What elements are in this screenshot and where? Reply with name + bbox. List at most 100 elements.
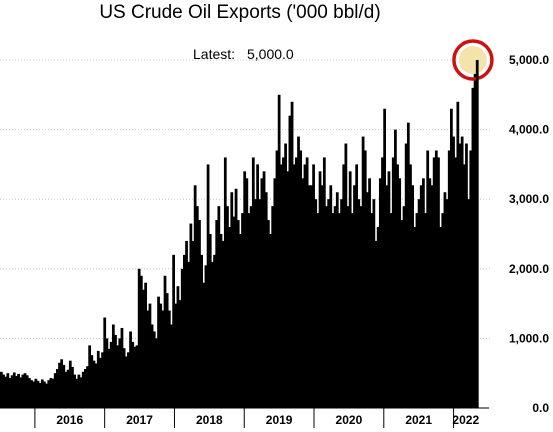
bar <box>219 234 223 408</box>
bar <box>404 143 408 408</box>
latest-value: 5,000.0 <box>247 46 294 62</box>
bar <box>456 101 460 408</box>
bar <box>150 324 154 408</box>
bar <box>471 87 475 408</box>
bar <box>101 352 104 408</box>
bar <box>228 227 231 408</box>
bar <box>191 240 195 408</box>
bar <box>264 192 268 408</box>
bar <box>452 136 455 408</box>
bar <box>251 157 255 408</box>
bar <box>260 178 264 408</box>
bar <box>49 378 53 408</box>
bar <box>241 213 244 408</box>
bar <box>183 254 186 408</box>
bar <box>71 366 74 408</box>
bar <box>96 350 100 408</box>
bar <box>258 199 262 408</box>
bar <box>152 331 156 408</box>
bar <box>318 171 322 408</box>
bar <box>157 296 160 408</box>
bar <box>413 227 417 408</box>
bar <box>103 317 107 408</box>
latest-highlight-circle <box>452 39 494 408</box>
highlight-fill <box>458 46 487 74</box>
bar <box>105 338 109 408</box>
bar <box>131 341 135 408</box>
bar <box>94 363 98 408</box>
bar <box>381 157 384 408</box>
bar <box>221 240 225 408</box>
bar <box>195 206 199 408</box>
bar <box>266 220 270 408</box>
bar <box>217 206 221 408</box>
bar <box>148 303 152 408</box>
bar <box>417 199 421 408</box>
bar <box>189 223 193 408</box>
bar <box>350 213 354 408</box>
bar <box>262 171 266 408</box>
bar <box>394 129 397 408</box>
bar <box>398 178 402 408</box>
bar <box>172 254 175 408</box>
bar <box>38 382 42 408</box>
bar <box>439 227 442 408</box>
bar <box>27 378 31 408</box>
bar <box>297 136 300 408</box>
bar <box>389 213 393 408</box>
bar <box>303 164 307 408</box>
bar <box>51 378 55 408</box>
bar <box>92 360 96 408</box>
bar <box>200 254 203 408</box>
bar <box>424 213 427 408</box>
bar <box>230 192 234 408</box>
bar <box>161 310 165 408</box>
bar <box>378 178 382 408</box>
bar <box>58 362 61 408</box>
bar <box>391 157 395 408</box>
bar <box>202 282 206 408</box>
x-tick-label: 2020 <box>336 413 363 427</box>
bar <box>163 275 167 408</box>
bar <box>348 171 352 408</box>
bar <box>133 346 137 408</box>
bar <box>165 293 169 408</box>
bar <box>428 178 432 408</box>
bar <box>370 213 374 408</box>
bar <box>299 150 303 409</box>
bar <box>86 366 89 408</box>
bar <box>249 206 253 408</box>
y-axis-ticks: 0.0 1,000.0 2,000.0 3,000.0 4,000.0 5,000.0 <box>509 53 549 415</box>
bar <box>215 220 219 408</box>
bar <box>8 378 12 408</box>
latest-label: Latest: <box>193 46 235 62</box>
y-tick-label: 2,000.0 <box>509 262 549 276</box>
bar <box>211 261 214 408</box>
bar <box>159 303 163 408</box>
bar <box>355 164 359 408</box>
bar <box>226 206 229 408</box>
bar <box>273 178 277 408</box>
bar <box>176 286 180 408</box>
bar <box>68 360 72 408</box>
latest-annotation: Latest: 5,000.0 <box>193 46 294 62</box>
bar <box>277 94 281 409</box>
bar <box>25 375 29 408</box>
bar <box>254 199 257 408</box>
bar <box>342 164 346 408</box>
bar <box>432 157 436 408</box>
bar <box>6 373 10 408</box>
bar <box>45 383 48 408</box>
bar <box>23 373 27 408</box>
bar <box>247 213 251 408</box>
bar <box>73 374 76 408</box>
bar <box>454 157 458 408</box>
bar <box>146 310 150 408</box>
bar <box>10 375 14 408</box>
bar <box>213 254 216 408</box>
x-tick-label: 2018 <box>196 413 223 427</box>
bar <box>314 199 318 408</box>
bar <box>445 199 449 408</box>
bar <box>185 240 188 408</box>
